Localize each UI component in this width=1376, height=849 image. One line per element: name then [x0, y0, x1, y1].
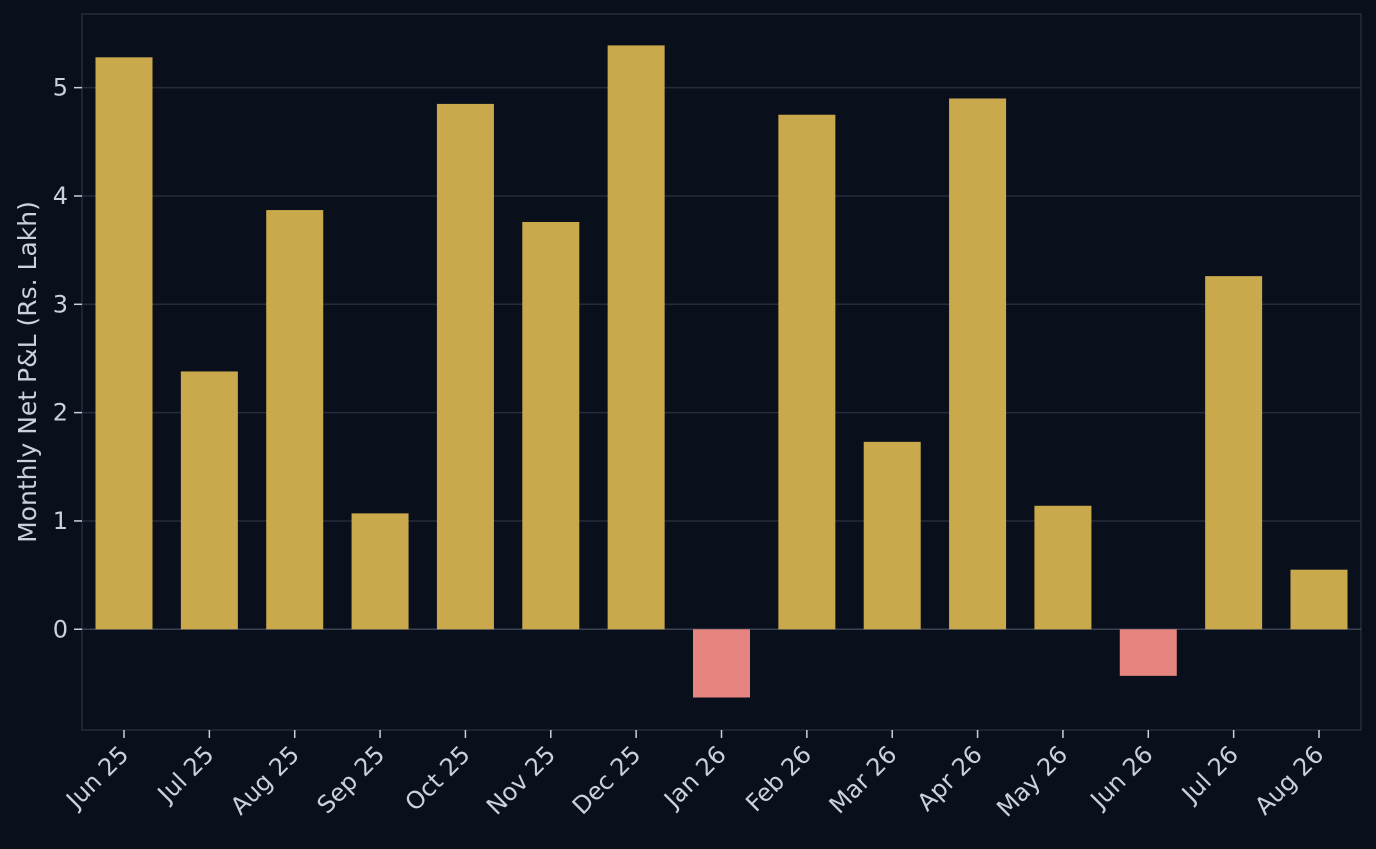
bar-apr-26	[949, 98, 1007, 630]
y-axis-label: Monthly Net P&L (Rs. Lakh)	[13, 201, 42, 543]
x-tick-label: May 26	[991, 740, 1073, 822]
bar-may-26	[1034, 505, 1092, 630]
bar-oct-25	[436, 103, 494, 630]
x-tick-label: Jul 26	[1175, 740, 1244, 809]
bar-feb-26	[778, 114, 836, 630]
x-tick-label: Jun 26	[1084, 740, 1159, 815]
y-tick-label: 4	[53, 182, 68, 210]
x-tick-label: Aug 25	[225, 740, 305, 820]
x-axis: Jun 25 Jul 25 Aug 25 Sep 25 Oct 25 Nov 25 Dec …	[60, 730, 1329, 822]
x-tick-label: Feb 26	[740, 740, 817, 817]
x-tick-label: Jan 26	[657, 740, 731, 814]
bar-mar-26	[863, 441, 921, 630]
y-tick-label: 3	[53, 290, 68, 318]
y-tick-label: 1	[53, 507, 68, 535]
bar-dec-25	[607, 45, 665, 630]
bar-aug-25	[266, 210, 324, 630]
bar-sep-25	[351, 513, 409, 630]
y-tick-label: 0	[53, 615, 68, 643]
bar-layer	[95, 45, 1348, 698]
bar-jun-26	[1119, 629, 1177, 676]
bar-jul-26	[1205, 276, 1263, 630]
y-tick-label: 5	[53, 74, 68, 102]
x-tick-label: Apr 26	[912, 740, 988, 816]
bar-nov-25	[522, 221, 580, 630]
bar-aug-26	[1290, 569, 1348, 630]
y-axis: 0 1 2 3 4 5	[53, 74, 82, 643]
bar-jan-26	[693, 629, 750, 698]
x-tick-label: Nov 25	[481, 740, 561, 820]
y-tick-label: 2	[53, 399, 68, 427]
x-tick-label: Mar 26	[824, 740, 903, 819]
x-tick-label: Oct 25	[400, 740, 476, 816]
x-tick-label: Jun 25	[60, 740, 135, 815]
x-tick-label: Dec 25	[567, 740, 647, 820]
x-tick-label: Sep 25	[312, 740, 391, 819]
bar-jun-25	[95, 57, 153, 630]
x-tick-label: Aug 26	[1249, 740, 1329, 820]
x-tick-label: Jul 25	[151, 740, 220, 809]
bar-jul-25	[180, 371, 238, 630]
